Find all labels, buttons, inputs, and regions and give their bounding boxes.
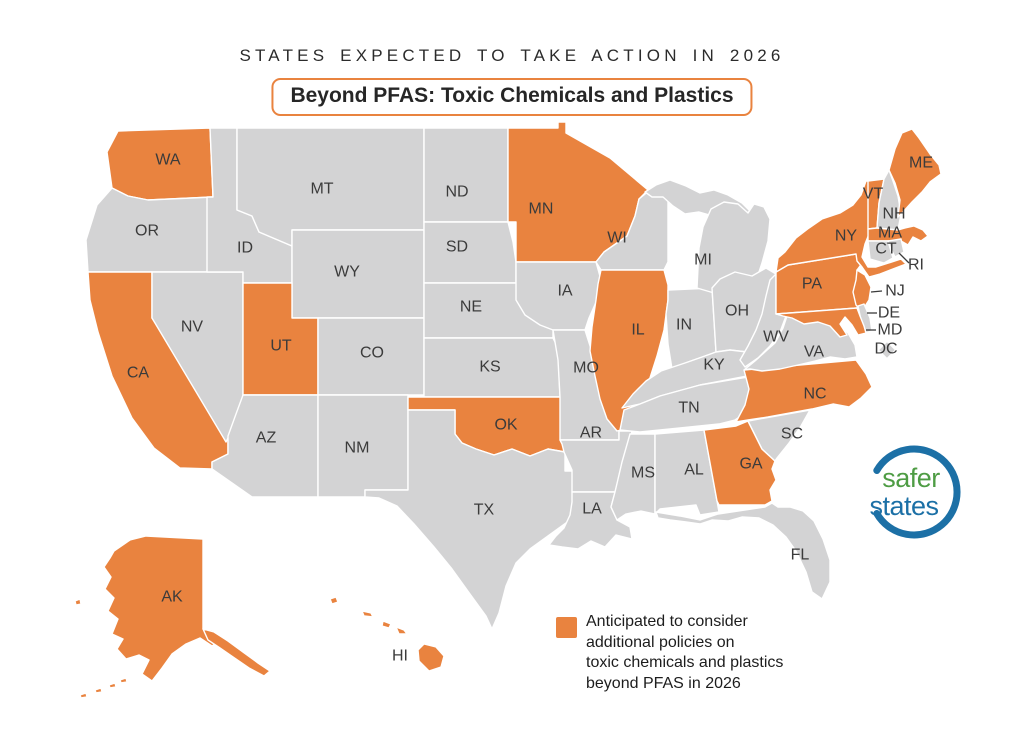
state-label-ID: ID	[237, 240, 253, 257]
state-label-NM: NM	[345, 440, 370, 457]
state-label-MD: MD	[878, 322, 903, 339]
state-NC	[735, 359, 873, 423]
state-MD	[775, 307, 867, 338]
state-AK	[94, 687, 103, 694]
state-AK	[119, 677, 128, 684]
state-AK	[74, 598, 82, 606]
state-label-ME: ME	[909, 155, 933, 172]
title-box: Beyond PFAS: Toxic Chemicals and Plastic…	[271, 78, 753, 116]
logo-arc	[873, 445, 961, 539]
legend-swatch	[556, 617, 577, 638]
state-FL	[655, 502, 831, 600]
state-RI	[887, 238, 905, 258]
state-label-AR: AR	[580, 425, 602, 442]
state-HI	[329, 596, 339, 605]
callout-line-RI	[898, 252, 910, 264]
state-label-IA: IA	[557, 283, 572, 300]
legend-line: toxic chemicals and plastics	[586, 654, 784, 672]
state-CT	[867, 240, 894, 264]
state-label-CO: CO	[360, 345, 384, 362]
labels-layer: WA OR CA NV ID MT WY UT CO AZ NM ND SD NE KS OK TX MN IA MO…	[127, 152, 933, 665]
states-layer	[74, 121, 942, 699]
state-label-TN: TN	[678, 400, 699, 417]
state-ME	[888, 128, 942, 218]
state-label-FL: FL	[791, 547, 810, 564]
state-label-DC: DC	[874, 341, 897, 358]
state-label-AK: AK	[161, 589, 183, 606]
state-AK	[108, 682, 117, 689]
state-label-VT: VT	[863, 186, 884, 203]
state-label-WY: WY	[334, 264, 360, 281]
state-label-PA: PA	[802, 276, 822, 293]
state-AK	[202, 628, 271, 677]
state-label-RI: RI	[908, 257, 924, 274]
state-TX	[364, 409, 581, 630]
state-label-WI: WI	[607, 230, 627, 247]
legend-line: additional policies on	[586, 633, 735, 651]
state-label-NV: NV	[181, 319, 204, 336]
state-label-AZ: AZ	[256, 430, 277, 447]
state-label-ND: ND	[445, 184, 468, 201]
state-label-OR: OR	[135, 223, 159, 240]
state-label-IN: IN	[676, 317, 692, 334]
state-SD	[423, 221, 517, 284]
state-label-SC: SC	[781, 426, 803, 443]
state-label-SD: SD	[446, 239, 468, 256]
state-label-MI: MI	[694, 252, 712, 269]
state-label-MA: MA	[878, 225, 902, 242]
state-label-KS: KS	[479, 359, 500, 376]
state-label-LA: LA	[582, 501, 602, 518]
state-label-NC: NC	[803, 386, 826, 403]
state-HI	[417, 643, 445, 672]
state-label-UT: UT	[270, 338, 292, 355]
legend-text: Anticipated to consider additional polic…	[586, 612, 783, 694]
state-label-NH: NH	[882, 206, 905, 223]
state-HI	[395, 626, 408, 635]
state-label-TX: TX	[474, 502, 495, 519]
state-label-NJ: NJ	[885, 283, 905, 300]
state-NY	[775, 180, 907, 278]
state-label-CT: CT	[875, 241, 897, 258]
state-label-IL: IL	[631, 322, 644, 339]
state-label-HI: HI	[392, 648, 408, 665]
state-SC	[747, 409, 811, 462]
state-ND	[423, 127, 509, 223]
map-legend: Anticipated to consider additional polic…	[556, 612, 783, 694]
legend-line: beyond PFAS in 2026	[586, 674, 741, 692]
state-label-NE: NE	[460, 299, 482, 316]
state-label-OK: OK	[494, 417, 517, 434]
legend-line: Anticipated to consider	[586, 613, 748, 630]
state-label-MT: MT	[310, 181, 333, 198]
state-label-NY: NY	[835, 228, 858, 245]
logo-word-states: states	[869, 491, 938, 521]
state-HI	[381, 620, 392, 629]
state-label-WV: WV	[763, 329, 789, 346]
state-label-VA: VA	[804, 344, 824, 361]
callouts-layer	[866, 252, 910, 360]
callout-line-NJ	[870, 290, 883, 293]
safer-states-logo: safer states	[869, 445, 961, 539]
state-label-MN: MN	[529, 201, 554, 218]
kicker-title: STATES EXPECTED TO TAKE ACTION IN 2026	[239, 46, 785, 65]
state-label-MS: MS	[631, 465, 655, 482]
state-label-WA: WA	[155, 152, 181, 169]
logo-word-safer: safer	[882, 463, 940, 493]
state-label-GA: GA	[739, 456, 762, 473]
state-DC	[877, 340, 897, 360]
state-AK	[79, 692, 88, 699]
state-label-KY: KY	[703, 357, 725, 374]
state-label-AL: AL	[684, 462, 704, 479]
state-label-MO: MO	[573, 360, 599, 377]
state-AK	[103, 535, 221, 682]
page-title: Beyond PFAS: Toxic Chemicals and Plastic…	[290, 84, 734, 107]
state-HI	[361, 610, 374, 618]
state-label-DE: DE	[878, 305, 900, 322]
state-label-OH: OH	[725, 303, 749, 320]
state-label-CA: CA	[127, 365, 150, 382]
